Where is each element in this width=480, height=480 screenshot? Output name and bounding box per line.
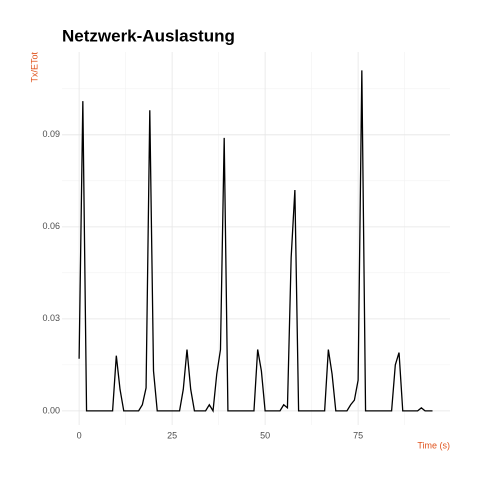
- y-tick-label: 0.03: [42, 313, 60, 323]
- y-tick-label: 0.00: [42, 405, 60, 415]
- y-axis-title: Tx/ETot: [29, 52, 39, 83]
- x-axis-title: Time (s): [417, 440, 450, 450]
- x-tick-label: 25: [167, 430, 177, 440]
- y-tick-label: 0.06: [42, 221, 60, 231]
- x-tick-label: 50: [260, 430, 270, 440]
- chart-title: Netzwerk-Auslastung: [62, 26, 235, 45]
- y-tick-label: 0.09: [42, 129, 60, 139]
- line: [78, 70, 433, 413]
- x-tick-label: 75: [353, 430, 363, 440]
- x-tick-label: 0: [77, 430, 82, 440]
